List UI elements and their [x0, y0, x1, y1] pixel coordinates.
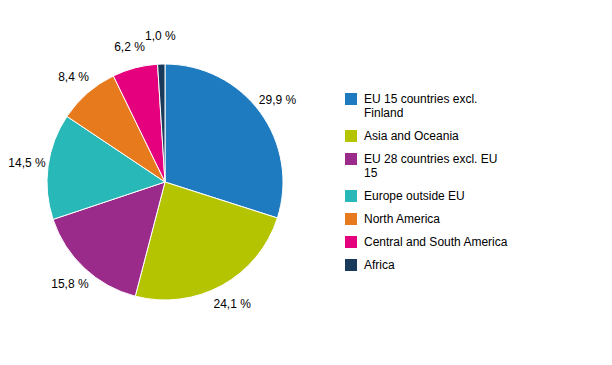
- legend-label-line: Finland: [364, 106, 403, 120]
- legend-label: Africa: [364, 258, 395, 272]
- legend: EU 15 countries excl.Finland Asia and Oce…: [345, 92, 508, 272]
- legend-entry: Asia and Oceania: [345, 129, 459, 143]
- data-label: 29,9 %: [259, 93, 297, 107]
- pie: 29,9 % 24,1 % 15,8 % 14,5 % 8,4 % 6,2 %1,0 %: [8, 29, 296, 311]
- legend-label: Central and South America: [364, 235, 508, 249]
- legend-label: Europe outside EU: [364, 189, 465, 203]
- legend-label-line: EU 15 countries excl.: [364, 92, 477, 106]
- legend-label-line: Africa: [364, 258, 395, 272]
- legend-entry: Europe outside EU: [345, 189, 465, 203]
- legend-label-line: 15: [364, 166, 378, 180]
- legend-label-line: Asia and Oceania: [364, 129, 459, 143]
- legend-entry: EU 15 countries excl.Finland: [345, 92, 477, 120]
- legend-entry: North America: [345, 212, 440, 226]
- legend-label-line: Central and South America: [364, 235, 508, 249]
- chart: 29,9 % 24,1 % 15,8 % 14,5 % 8,4 % 6,2 %1,0 % E…: [0, 0, 612, 365]
- legend-label-line: EU 28 countries excl. EU: [364, 152, 497, 166]
- data-label: 1,0 %: [145, 29, 176, 43]
- legend-entry: Central and South America: [345, 235, 508, 249]
- legend-swatch: [345, 93, 357, 105]
- legend-label-line: North America: [364, 212, 440, 226]
- legend-label: North America: [364, 212, 440, 226]
- legend-swatch: [345, 236, 357, 248]
- legend-label: Asia and Oceania: [364, 129, 459, 143]
- legend-label: EU 15 countries excl.Finland: [364, 92, 477, 120]
- legend-swatch: [345, 213, 357, 225]
- data-label: 14,5 %: [8, 156, 46, 170]
- legend-entry: EU 28 countries excl. EU15: [345, 152, 497, 180]
- legend-label-line: Europe outside EU: [364, 189, 465, 203]
- legend-swatch: [345, 259, 357, 271]
- legend-label: EU 28 countries excl. EU15: [364, 152, 497, 180]
- pie-slice: [113, 64, 165, 182]
- legend-entry: Africa: [345, 258, 395, 272]
- data-label: 15,8 %: [51, 277, 89, 291]
- data-label: 24,1 %: [213, 297, 251, 311]
- legend-swatch: [345, 190, 357, 202]
- data-label: 8,4 %: [58, 70, 89, 84]
- legend-swatch: [345, 153, 357, 165]
- pie-slice: [158, 64, 165, 182]
- data-label: 6,2 %: [114, 40, 145, 54]
- legend-swatch: [345, 130, 357, 142]
